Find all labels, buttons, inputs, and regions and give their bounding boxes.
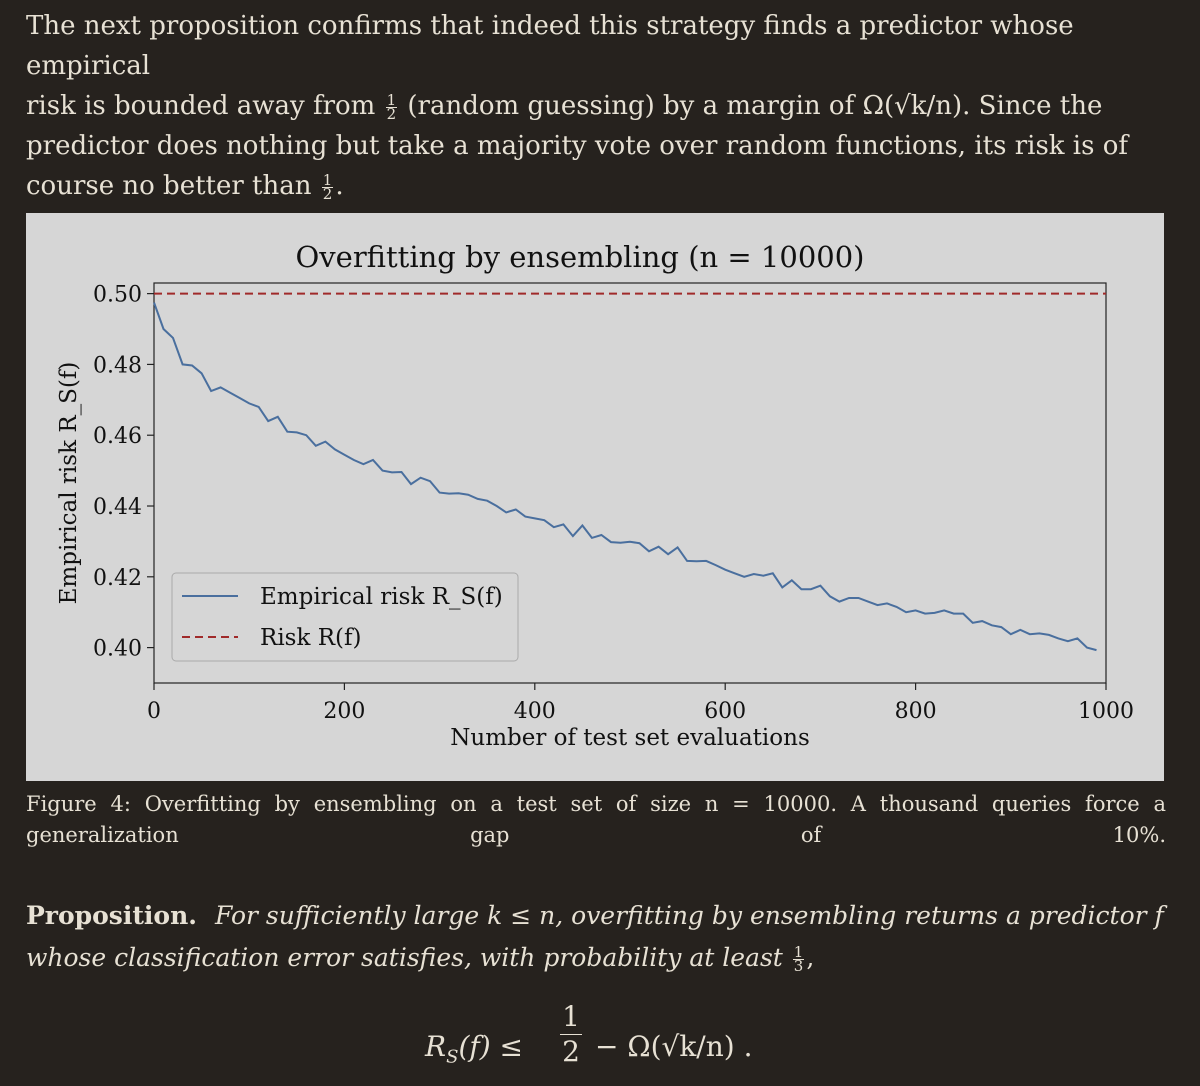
x-axis: 0 200 400 600 800 1000 — [147, 683, 1134, 724]
half-den-2: 2 — [322, 184, 333, 203]
line-chart: Overfitting by ensembling (n = 10000) 0.… — [56, 240, 1134, 751]
chart-title: Overfitting by ensembling (n = 10000) — [296, 240, 865, 274]
intro-line-2b: (random guessing) by a margin of Ω(√k/n)… — [407, 91, 1103, 121]
proposition-text-a: For sufficiently large k ≤ n, overfittin… — [214, 901, 1164, 930]
intro-line-2a: risk is bounded away from — [26, 91, 376, 121]
x-tick-label: 200 — [323, 699, 365, 724]
eq-lhs-arg: (f) ≤ — [458, 1030, 524, 1063]
y-tick-label: 0.42 — [93, 566, 142, 591]
series-empirical-risk-line — [153, 302, 1097, 652]
intro-line-4a: course no better than — [26, 171, 312, 201]
half-num: 1 — [385, 90, 398, 109]
y-axis-label: Empirical risk R_S(f) — [56, 362, 82, 605]
legend-label-empirical: Empirical risk R_S(f) — [260, 584, 503, 610]
y-tick-label: 0.46 — [93, 424, 142, 449]
y-tick-label: 0.40 — [93, 637, 142, 662]
plot-area — [153, 282, 1107, 684]
third-num: 1 — [792, 943, 805, 961]
half-den: 2 — [386, 104, 397, 123]
y-tick-label: 0.48 — [93, 353, 142, 378]
intro-line-4b: . — [335, 171, 344, 201]
y-axis: 0.40 0.42 0.44 0.46 0.48 0.50 — [93, 283, 154, 662]
eq-lhs: RS(f) ≤ — [425, 1030, 523, 1068]
eq-rhs: − Ω(√k/n) . — [595, 1030, 753, 1063]
intro-line-1: The next proposition confirms that indee… — [26, 11, 1074, 81]
proposition: Proposition. For sufficiently large k ≤ n… — [26, 895, 1176, 979]
proposition-text-b: whose classification error satisfies, wi… — [26, 943, 783, 972]
legend-label-risk: Risk R(f) — [260, 625, 362, 651]
x-tick-label: 0 — [147, 699, 161, 724]
proposition-text-c: , — [806, 943, 815, 972]
x-tick-label: 600 — [704, 699, 746, 724]
proposition-label: Proposition. — [26, 901, 197, 930]
eq-lhs-sub: S — [446, 1046, 459, 1068]
intro-paragraph: The next proposition confirms that indee… — [26, 6, 1176, 206]
y-tick-label: 0.44 — [93, 495, 142, 520]
legend: Empirical risk R_S(f) Risk R(f) — [171, 572, 519, 662]
eq-lhs-symbol: R — [425, 1030, 447, 1063]
eq-frac-den: 2 — [562, 1035, 580, 1068]
eq-frac-num: 1 — [560, 1000, 582, 1035]
legend-box — [171, 572, 519, 662]
figure-4: Overfitting by ensembling (n = 10000) 0.… — [26, 213, 1164, 781]
third-den: 3 — [793, 957, 804, 975]
half-num-2: 1 — [321, 170, 334, 189]
x-axis-label: Number of test set evaluations — [450, 725, 810, 751]
x-tick-label: 400 — [514, 699, 556, 724]
y-tick-label: 0.50 — [93, 283, 142, 308]
x-tick-label: 800 — [895, 699, 937, 724]
intro-line-3: predictor does nothing but take a majori… — [26, 131, 1129, 161]
figure-caption: Figure 4: Overfitting by ensembling on a… — [26, 792, 1166, 847]
x-tick-label: 1000 — [1078, 699, 1134, 724]
